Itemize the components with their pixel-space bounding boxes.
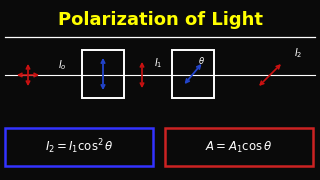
- Text: Polarization of Light: Polarization of Light: [58, 11, 262, 29]
- Text: $I_1$: $I_1$: [154, 56, 162, 70]
- Bar: [82, 50, 124, 98]
- Text: $I_2$: $I_2$: [294, 46, 302, 60]
- Text: $I_o$: $I_o$: [58, 58, 66, 72]
- Text: $\theta$: $\theta$: [198, 55, 205, 66]
- Bar: [172, 50, 214, 98]
- Text: $I_2 = I_1\cos^2\theta$: $I_2 = I_1\cos^2\theta$: [44, 138, 113, 156]
- Bar: [165, 128, 313, 166]
- Bar: [5, 128, 153, 166]
- Text: $A = A_1\cos\theta$: $A = A_1\cos\theta$: [205, 140, 273, 155]
